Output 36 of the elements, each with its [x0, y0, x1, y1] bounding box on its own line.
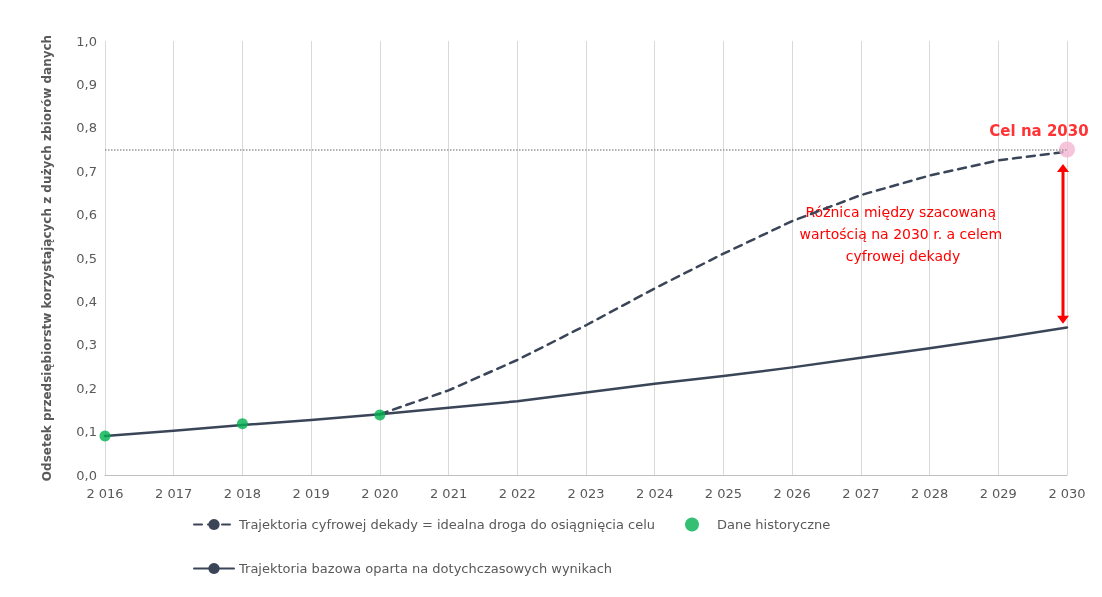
x-tick-label: 2 020 [361, 486, 399, 501]
legend-label: Dane historyczne [717, 517, 831, 532]
point [99, 430, 111, 442]
y-tick-label: 0,7 [76, 163, 97, 179]
legend-label: Trajektoria cyfrowej dekady = idealna droga do osiągnięcia celu [238, 517, 655, 532]
annotation: Różnica między szacowaną wartością na 2030 r. a celem cyfrowej dekady [799, 203, 1007, 264]
x-tick-label: 2 016 [86, 486, 124, 501]
y-tick-label: 0,4 [76, 293, 97, 309]
point [236, 418, 248, 430]
y-tick-label: 0,6 [76, 207, 97, 223]
x-tick-label: 2 030 [1048, 486, 1086, 501]
y-tick-label: 0,0 [76, 467, 97, 483]
y-tick-label: 0,9 [76, 76, 97, 92]
y-tick-label: 0,5 [76, 250, 97, 266]
x-tick-label: 2 023 [567, 486, 605, 501]
point [1059, 141, 1075, 158]
annotation: Cel na 2030 [989, 122, 1089, 140]
y-tick-label: 0,2 [76, 380, 97, 396]
x-tick-label: 2 025 [704, 486, 743, 501]
point [374, 409, 386, 421]
x-tick-label: 2 019 [292, 486, 330, 501]
x-tick-label: 2 029 [979, 486, 1017, 501]
x-tick-label: 2 024 [636, 486, 674, 501]
y-axis-title: Odsetek przedsiębiorstw korzystających z dużych zbiorów danych [40, 34, 54, 482]
y-tick-label: 0,3 [76, 337, 97, 353]
x-tick-label: 2 018 [223, 486, 262, 501]
legend-label: Trajektoria bazowa oparta na dotychczasowych wynikach [238, 561, 613, 576]
x-tick-label: 2 027 [842, 486, 880, 501]
y-tick-label: 0,8 [76, 120, 97, 136]
y-tick-label: 1,0 [76, 33, 97, 49]
x-tick-label: 2 028 [910, 486, 949, 501]
x-tick-label: 2 022 [498, 486, 536, 501]
y-tick-label: 0,1 [76, 424, 97, 440]
x-tick-label: 2 021 [429, 486, 468, 501]
x-tick-label: 2 017 [155, 486, 193, 501]
x-tick-label: 2 026 [773, 486, 811, 501]
